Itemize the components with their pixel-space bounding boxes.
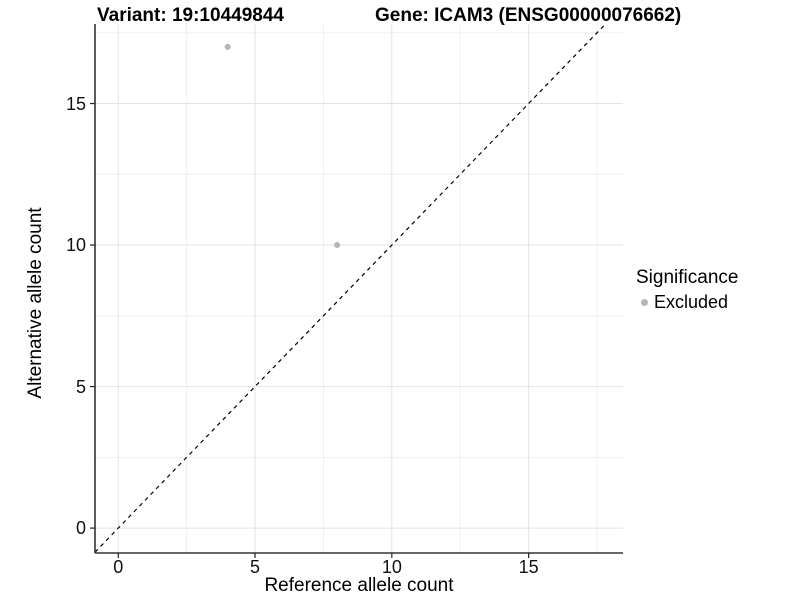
legend-items: Excluded (636, 292, 738, 312)
plot-panel (90, 23, 623, 558)
data-point (334, 242, 341, 249)
y-axis-title: Alternative allele count (25, 207, 46, 399)
x-tick-label: 10 (381, 557, 402, 577)
legend-item-label: Excluded (654, 292, 729, 312)
y-tick-label: 5 (75, 376, 86, 397)
identity-line (94, 23, 606, 553)
plot-title-gene: Gene: ICAM3 (ENSG00000076662) (375, 5, 682, 26)
x-tick-label: 15 (518, 557, 539, 577)
y-tick-label: 15 (65, 93, 86, 114)
legend: Significance Excluded (636, 267, 738, 312)
plot-title-variant: Variant: 19:10449844 (97, 5, 284, 26)
legend-item: Excluded (636, 292, 738, 312)
y-tick-label: 0 (75, 518, 86, 539)
x-tick-label: 0 (113, 557, 124, 577)
x-tick-label: 5 (250, 557, 261, 577)
x-axis-title: Reference allele count (264, 575, 454, 596)
legend-point-icon (641, 298, 648, 306)
data-point (224, 43, 231, 50)
legend-title: Significance (636, 267, 739, 288)
y-tick-label: 10 (65, 235, 86, 256)
